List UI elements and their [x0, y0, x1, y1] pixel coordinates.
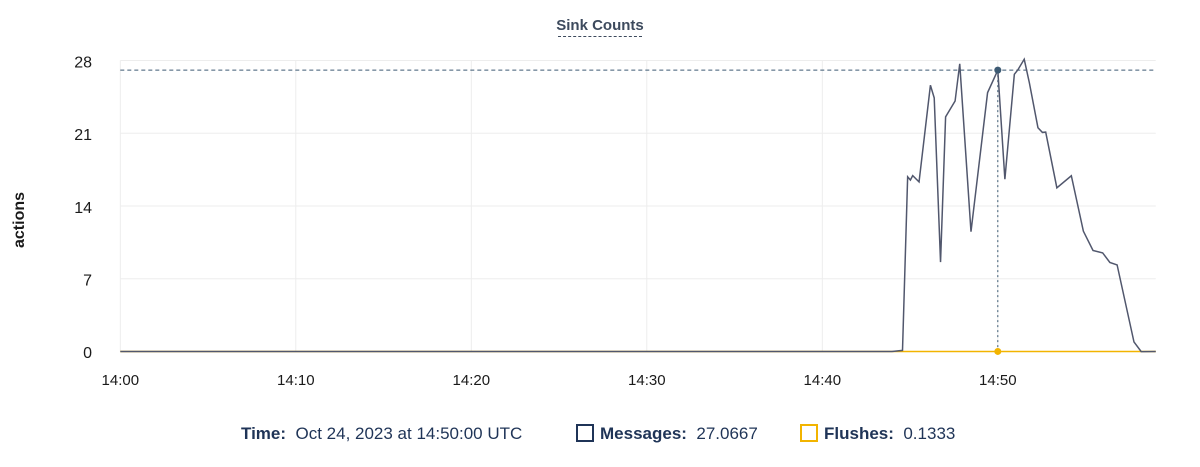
svg-text:14:20: 14:20 [453, 372, 491, 389]
svg-text:14:10: 14:10 [277, 372, 315, 389]
svg-text:21: 21 [74, 127, 92, 144]
svg-text:14: 14 [74, 200, 92, 217]
svg-text:14:00: 14:00 [102, 372, 140, 389]
svg-text:7: 7 [83, 272, 92, 289]
svg-text:14:30: 14:30 [628, 372, 666, 389]
svg-text:14:50: 14:50 [979, 372, 1017, 389]
svg-text:0: 0 [83, 345, 92, 362]
svg-text:14:40: 14:40 [804, 372, 842, 389]
svg-text:28: 28 [74, 54, 92, 71]
